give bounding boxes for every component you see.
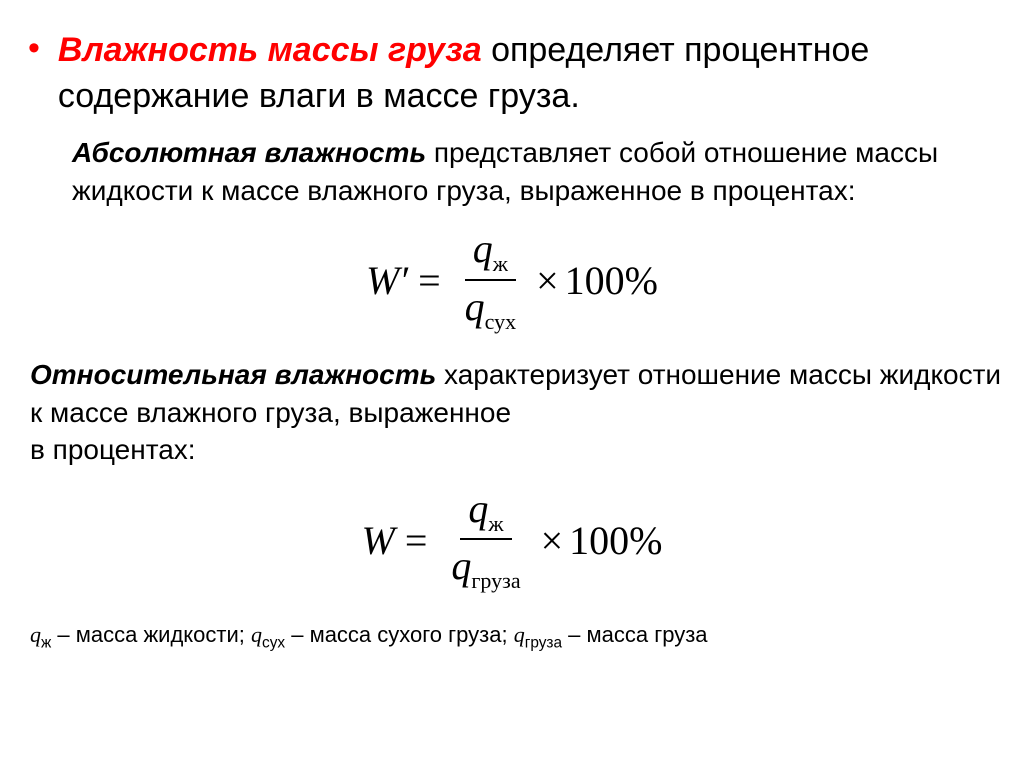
times-sign: ×	[536, 257, 559, 304]
equals-sign: =	[418, 257, 441, 304]
num-var-2: q	[468, 486, 488, 531]
num-sub-2: ж	[488, 511, 503, 536]
formula2-fraction: qж qгруза	[443, 487, 528, 593]
num-var: q	[473, 226, 493, 271]
legend-t2: – масса сухого груза;	[285, 622, 514, 647]
absolute-emphasis: Абсолютная влажность	[72, 137, 426, 168]
formula2-numerator: qж	[460, 487, 511, 540]
bullet-icon: •	[28, 28, 40, 68]
formula-relative: W = qж qгруза × 100%	[20, 487, 1004, 593]
absolute-paragraph: Абсолютная влажность представляет собой …	[72, 134, 1004, 210]
formula1-denominator: qсух	[457, 281, 524, 334]
legend-line: qж – масса жидкости; qсух – масса сухого…	[30, 622, 1004, 652]
relative-emphasis: Относительная влажность	[30, 359, 436, 390]
num-sub: ж	[493, 251, 508, 276]
relative-paragraph: Относительная влажность характеризует от…	[30, 356, 1004, 469]
legend-q1: q	[30, 622, 41, 647]
formula1-lhs: W′	[366, 257, 408, 304]
relative-rest-l2: в процентах:	[30, 434, 196, 465]
legend-sub1: ж	[41, 634, 51, 651]
formula-absolute: W′ = qж qсух × 100%	[20, 227, 1004, 333]
den-sub: сух	[485, 309, 516, 334]
den-var: q	[465, 284, 485, 329]
heading-text: Влажность массы груза определяет процент…	[58, 28, 1004, 120]
hundred-percent-2: 100%	[569, 517, 662, 564]
formula2-denominator: qгруза	[443, 540, 528, 593]
legend-t3: – масса груза	[562, 622, 708, 647]
hundred-percent: 100%	[565, 257, 658, 304]
legend-q2: q	[251, 622, 262, 647]
formula1-numerator: qж	[465, 227, 516, 280]
equals-sign-2: =	[405, 517, 428, 564]
den-var-2: q	[451, 543, 471, 588]
heading-emphasis: Влажность массы груза	[58, 31, 482, 69]
formula1-fraction: qж qсух	[457, 227, 524, 333]
den-sub-2: груза	[471, 568, 520, 593]
times-sign-2: ×	[541, 517, 564, 564]
heading-row: • Влажность массы груза определяет проце…	[20, 28, 1004, 120]
legend-t1: – масса жидкости;	[51, 622, 251, 647]
legend-sub2: сух	[262, 634, 285, 651]
legend-q3: q	[514, 622, 525, 647]
legend-sub3: груза	[525, 634, 562, 651]
formula2-lhs: W	[362, 517, 395, 564]
